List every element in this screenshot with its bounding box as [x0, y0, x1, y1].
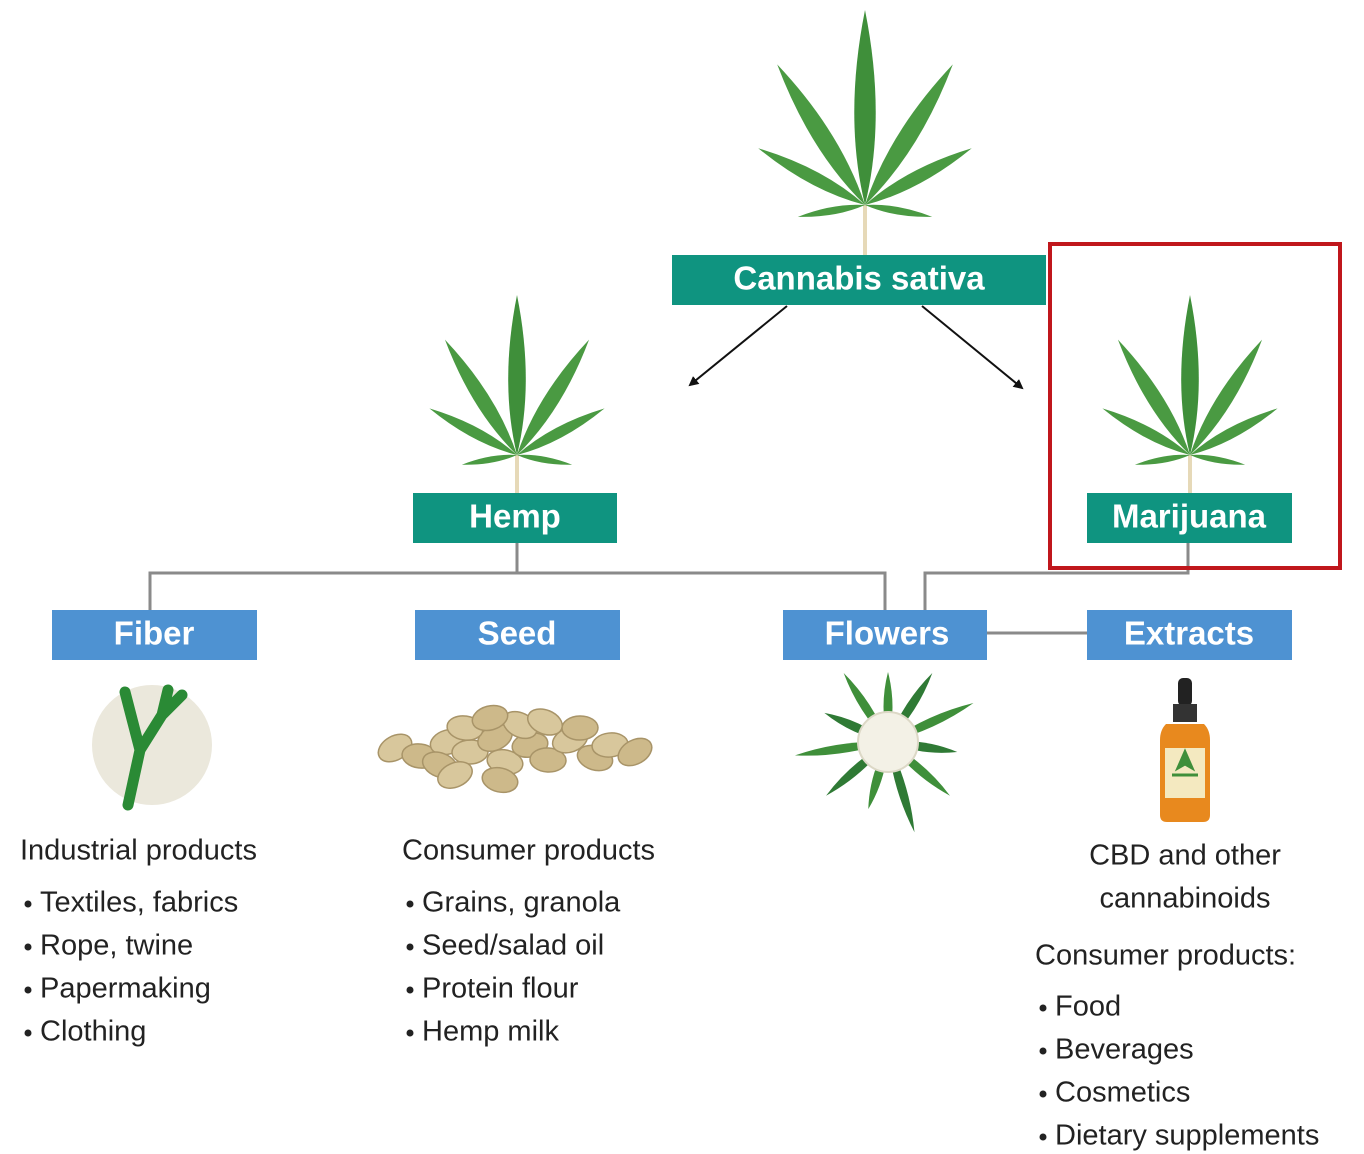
use-label: Extracts: [1124, 615, 1254, 652]
leaflet: [517, 454, 573, 465]
use-box: [783, 610, 987, 660]
product-line: CBD and other: [1089, 840, 1281, 872]
leaflet: [444, 339, 517, 455]
list-item: Food: [1055, 991, 1121, 1023]
list-item: Grains, granola: [422, 887, 621, 919]
leaflet: [429, 408, 517, 455]
bullet: [1039, 1004, 1047, 1012]
leaflet: [461, 454, 517, 465]
seed: [561, 715, 599, 741]
list-item: Cosmetics: [1055, 1077, 1190, 1109]
leaflet: [517, 339, 590, 455]
list-item: Papermaking: [40, 973, 211, 1005]
leaflet: [1102, 408, 1190, 455]
use-box: [1087, 610, 1292, 660]
bullet: [1039, 1047, 1047, 1055]
branch-label: Marijuana: [1112, 498, 1267, 535]
seed: [471, 704, 509, 732]
use-label: Fiber: [114, 615, 195, 652]
leaflet: [1134, 454, 1190, 465]
list-heading: Consumer products: [402, 835, 655, 867]
use-label: Seed: [478, 615, 557, 652]
root-label: Cannabis sativa: [733, 260, 985, 297]
leaflet: [508, 295, 526, 455]
bullet: [24, 1029, 32, 1037]
seed: [617, 737, 653, 767]
bullet: [24, 943, 32, 951]
use-box: [415, 610, 620, 660]
bullet: [406, 986, 414, 994]
leaflet: [865, 64, 953, 205]
connectors: [148, 543, 1190, 635]
arrow: [688, 305, 788, 387]
flower-icon: [794, 672, 974, 833]
arrow: [921, 305, 1024, 390]
branch-label: Hemp: [469, 498, 561, 535]
flower-bud: [857, 711, 919, 773]
leaflet: [1190, 408, 1278, 455]
extract-bottle-icon: [1160, 678, 1210, 822]
list-heading: Consumer products:: [1035, 940, 1296, 972]
list-item: Textiles, fabrics: [40, 887, 238, 919]
leaflet: [797, 204, 865, 217]
bullet: [24, 900, 32, 908]
seed: [437, 761, 473, 789]
leaflet: [758, 148, 865, 205]
list-item: Beverages: [1055, 1034, 1194, 1066]
bullet: [24, 986, 32, 994]
leaflet: [777, 64, 865, 205]
bullet: [1039, 1133, 1047, 1141]
leaflet: [865, 204, 933, 217]
list-item: Rope, twine: [40, 930, 193, 962]
list-item: Hemp milk: [422, 1016, 559, 1048]
bullet: [406, 1029, 414, 1037]
leaflet: [1181, 295, 1199, 455]
marijuana-connector: [923, 543, 1190, 610]
list-item: Dietary supplements: [1055, 1120, 1319, 1152]
list-item: Seed/salad oil: [422, 930, 604, 962]
list-item: Clothing: [40, 1016, 146, 1048]
fiber-icon: [92, 684, 212, 811]
seed-icon: [377, 704, 653, 794]
bullet: [1039, 1090, 1047, 1098]
leaflet: [1117, 339, 1190, 455]
leaflet: [1190, 339, 1263, 455]
seed: [529, 747, 567, 773]
list-heading: Industrial products: [20, 835, 257, 867]
seed: [481, 766, 519, 794]
hemp-connector: [148, 543, 887, 610]
leaflet: [865, 148, 972, 205]
leaflet: [1190, 454, 1246, 465]
bullet: [406, 943, 414, 951]
leaves: [429, 10, 1278, 493]
use-label: Flowers: [825, 615, 950, 652]
list-item: Protein flour: [422, 973, 579, 1005]
branch-box: [413, 493, 617, 543]
leaflet: [517, 408, 605, 455]
use-box: [52, 610, 257, 660]
leaflet: [854, 10, 876, 205]
bullet: [406, 900, 414, 908]
product-line: cannabinoids: [1100, 883, 1271, 915]
highlight-box: [1048, 242, 1342, 570]
root-box: [672, 255, 1046, 305]
branch-box: [1087, 493, 1292, 543]
